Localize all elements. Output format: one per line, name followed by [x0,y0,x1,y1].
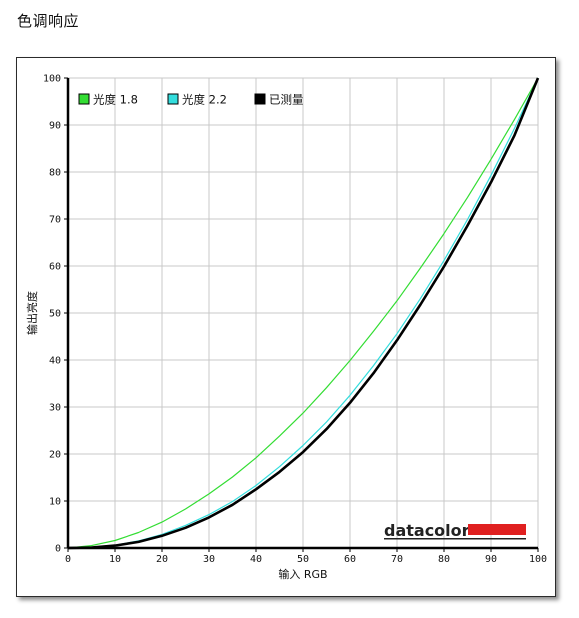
y-tick-label: 60 [49,262,61,273]
page-title: 色调响应 [17,12,80,30]
y-tick-label: 0 [55,544,61,555]
x-tick-label: 60 [344,554,356,565]
x-tick-label: 30 [203,554,215,565]
y-tick-label: 100 [43,74,61,85]
grid [67,77,539,549]
x-tick-label: 90 [485,554,497,565]
y-tick-label: 70 [49,215,61,226]
y-tick-label: 10 [49,497,61,508]
x-tick-label: 40 [250,554,262,565]
datacolor-logo-bar [468,524,526,535]
x-tick-label: 70 [391,554,403,565]
y-tick-labels: 0 10 20 30 40 50 60 70 80 90 100 [43,74,68,555]
x-tick-label: 100 [529,554,547,565]
x-tick-label: 0 [65,554,71,565]
series-lines [67,77,540,550]
x-axis-title: 输入 RGB [278,567,327,581]
datacolor-logo: datacolor [384,521,526,540]
datacolor-logo-text: datacolor [384,521,470,540]
y-tick-label: 30 [49,403,61,414]
y-tick-label: 20 [49,450,61,461]
legend-swatch [254,93,266,105]
x-tick-label: 50 [297,554,309,565]
legend-label: 光度 1.8 [93,93,138,107]
measured-line [67,77,540,550]
legend-swatch [167,93,179,105]
y-axis-title: 输出亮度 [25,291,39,335]
y-tick-label: 50 [49,309,61,320]
gamma18-line [67,77,539,549]
x-tick-label: 80 [438,554,450,565]
y-tick-label: 40 [49,356,61,367]
legend-swatch [78,93,90,105]
y-tick-label: 80 [49,168,61,179]
chart-panel: 0 10 20 30 40 50 60 70 80 90 100 0 10 20 30 40 50 60 70 80… [16,57,556,597]
legend: 光度 1.8 光度 2.2 已测量 [78,93,304,107]
x-tick-label: 20 [156,554,168,565]
x-tick-labels: 0 10 20 30 40 50 60 70 80 90 100 [65,548,547,565]
datacolor-logo-underline [384,538,526,540]
legend-label: 光度 2.2 [182,93,227,107]
legend-label: 已测量 [269,93,304,107]
y-tick-label: 90 [49,121,61,132]
tone-response-chart: 0 10 20 30 40 50 60 70 80 90 100 0 10 20 30 40 50 60 70 80… [25,74,547,582]
x-tick-label: 10 [109,554,121,565]
